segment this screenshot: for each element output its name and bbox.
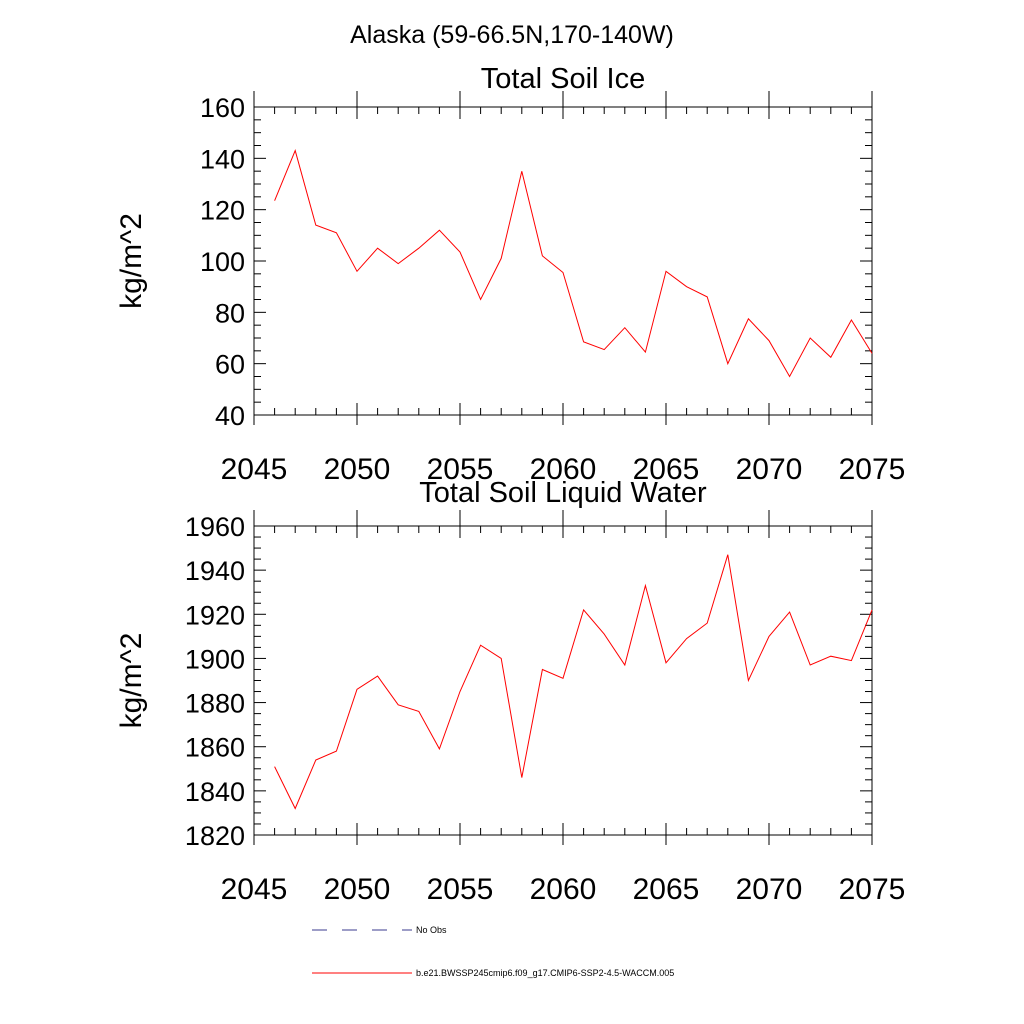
y-tick-label: 1960	[185, 512, 245, 542]
chart-title: Total Soil Ice	[481, 63, 645, 95]
y-tick-label: 60	[215, 350, 245, 380]
y-tick-label: 80	[215, 298, 245, 328]
y-tick-label: 1940	[185, 556, 245, 586]
y-tick-label: 1900	[185, 644, 245, 674]
y-tick-label: 120	[200, 196, 245, 226]
x-tick-label: 2075	[839, 453, 906, 486]
x-tick-label: 2050	[324, 873, 391, 906]
chart-2: Total Soil Liquid Water 1820 1840 1860 1880 1…	[115, 477, 905, 906]
y-tick-label: 140	[200, 144, 245, 174]
legend: No Obs b.e21.BWSSP245cmip6.f09_g17.CMIP6-…	[312, 925, 674, 978]
y-tick-label: 1820	[185, 821, 245, 851]
x-tick-label: 2060	[530, 453, 597, 486]
x-tick-label: 2065	[633, 873, 700, 906]
y-tick-label: 1920	[185, 600, 245, 630]
x-tick-label: 2055	[427, 453, 494, 486]
plot-frame	[253, 525, 873, 836]
x-tick-label: 2075	[839, 873, 906, 906]
y-tick-label: 1860	[185, 733, 245, 763]
x-tick-label: 2060	[530, 873, 597, 906]
x-tick-label: 2070	[736, 453, 803, 486]
legend-label-model: b.e21.BWSSP245cmip6.f09_g17.CMIP6-SSP2-4…	[416, 968, 674, 978]
main-title: Alaska (59-66.5N,170-140W)	[350, 21, 674, 49]
x-tick-label: 2045	[221, 873, 288, 906]
plots: Total Soil Ice 40 60 80 100 120 140 160 2045 2050…	[115, 63, 905, 906]
chart-title: Total Soil Liquid Water	[419, 477, 707, 509]
x-tick-label: 2065	[633, 453, 700, 486]
series-line	[274, 149, 873, 378]
x-tick-label: 2045	[221, 453, 288, 486]
x-tick-label: 2070	[736, 873, 803, 906]
y-axis-label: kg/m^2	[115, 213, 148, 309]
y-tick-label: 1880	[185, 689, 245, 719]
legend-label-no-obs: No Obs	[416, 925, 447, 935]
y-tick-label: 1840	[185, 777, 245, 807]
y-axis-label: kg/m^2	[115, 633, 148, 729]
y-tick-label: 100	[200, 247, 245, 277]
chart-1: Total Soil Ice 40 60 80 100 120 140 160 2045 2050…	[115, 63, 905, 486]
x-tick-label: 2055	[427, 873, 494, 906]
plot-frame	[253, 106, 873, 416]
y-tick-label: 40	[215, 401, 245, 431]
y-tick-label: 160	[200, 93, 245, 123]
x-tick-label: 2050	[324, 453, 391, 486]
series-line	[274, 554, 873, 810]
